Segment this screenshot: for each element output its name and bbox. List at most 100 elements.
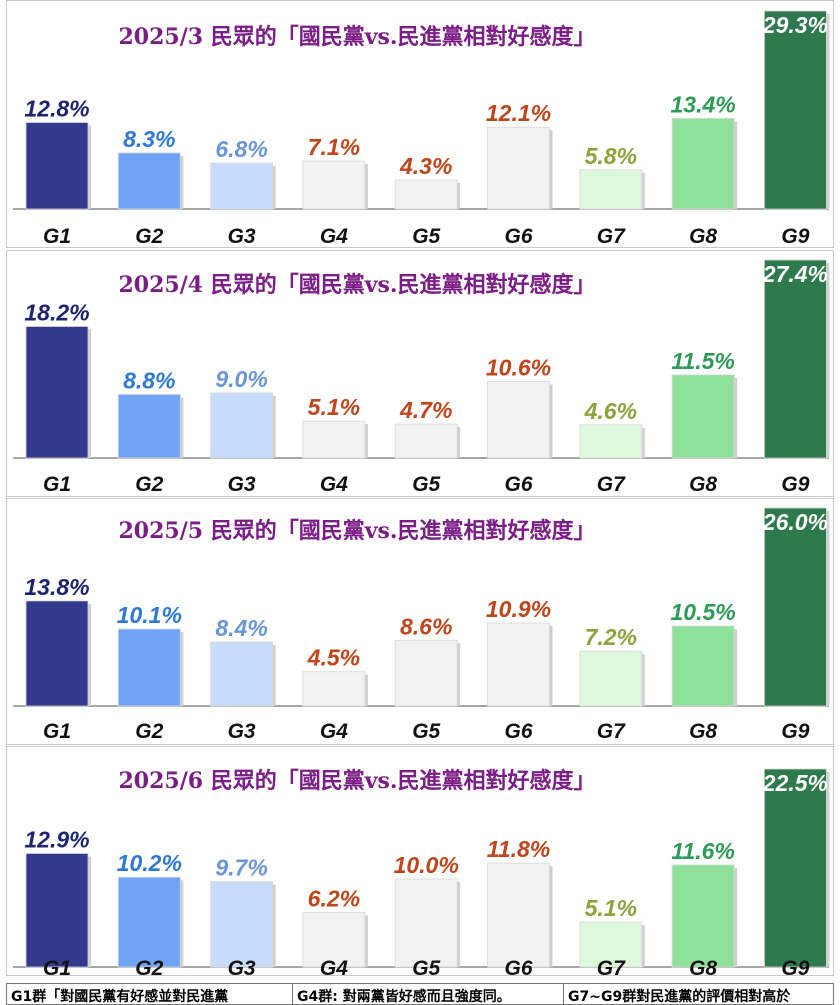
value-label: 7.2%	[585, 624, 637, 650]
bar-g3	[210, 162, 274, 210]
chart-title: 2025/3 民眾的「國民黨vs.民進黨相對好感度」	[118, 24, 596, 50]
value-label: 9.7%	[215, 855, 267, 881]
category-label: G1	[43, 473, 71, 496]
value-label: 4.5%	[307, 645, 360, 671]
value-label: 18.2%	[24, 299, 89, 325]
category-label: G8	[689, 720, 717, 743]
category-label: G5	[412, 957, 440, 980]
bar-g4	[302, 671, 366, 707]
value-label: 8.4%	[215, 615, 267, 641]
value-label: 13.4%	[670, 91, 735, 117]
bar-g7	[579, 921, 643, 968]
category-label: G3	[228, 957, 256, 980]
bar-g6	[487, 381, 550, 459]
category-label: G6	[504, 225, 532, 248]
value-label: 4.7%	[399, 397, 452, 423]
category-label: G7	[597, 225, 626, 248]
value-label: 5.1%	[585, 895, 637, 921]
value-label: 12.9%	[24, 826, 89, 852]
chart-panel: 2025/3 民眾的「國民黨vs.民進黨相對好感度」 12.8% G1 8.3% G2 6…	[6, 0, 834, 248]
chart-title: 2025/5 民眾的「國民黨vs.民進黨相對好感度」	[118, 518, 596, 544]
chart-title: 2025/6 民眾的「國民黨vs.民進黨相對好感度」	[118, 768, 596, 794]
bar-g3	[210, 641, 274, 707]
chart-panel: 2025/6 民眾的「國民黨vs.民進黨相對好感度」 12.9% G1 10.2% G2…	[6, 746, 834, 980]
chart-panel: 2025/4 民眾的「國民黨vs.民進黨相對好感度」 18.2% G1 8.8% G2 9…	[6, 250, 834, 497]
bar-g5	[394, 878, 458, 968]
category-label: G6	[504, 473, 532, 496]
category-label: G7	[597, 473, 626, 496]
category-label: G2	[135, 225, 163, 248]
value-label: 27.4%	[762, 261, 828, 287]
chart-plot: 13.8% G1 10.1% G2 8.4% G3 4.5% G4 8.6% G5 10.9% G6 7…	[13, 507, 830, 743]
bar-g4	[302, 912, 366, 968]
footer-note-3: G7~G9群對民進黨的評價相對高於	[568, 989, 791, 1004]
category-label: G3	[228, 473, 256, 496]
category-label: G7	[597, 720, 626, 743]
bar-g1	[25, 122, 89, 210]
category-label: G3	[228, 225, 256, 248]
bar-g4	[302, 420, 366, 459]
footer-notes: G1群「對國民黨有好感並對民進黨 G4群: 對兩黨皆好感而且強度同。 G7~G9…	[6, 983, 834, 1005]
bar-g5	[394, 179, 458, 210]
bar-g9	[764, 768, 827, 968]
category-label: G1	[43, 957, 71, 980]
bar-g2	[117, 394, 181, 459]
value-label: 4.6%	[584, 398, 637, 424]
bar-g4	[302, 160, 366, 210]
value-label: 11.6%	[671, 838, 735, 864]
bar-g8	[671, 374, 735, 459]
category-label: G5	[412, 225, 440, 248]
bar-g1	[25, 600, 89, 707]
category-label: G5	[412, 473, 440, 496]
bar-g8	[671, 118, 735, 210]
value-label: 13.8%	[24, 574, 89, 600]
category-label: G6	[504, 957, 532, 980]
value-label: 10.0%	[394, 852, 459, 878]
chart-plot: 12.9% G1 10.2% G2 9.7% G3 6.2% G4 10.0% G5 11.8% G6…	[13, 768, 830, 980]
category-label: G7	[597, 957, 626, 980]
chart-title: 2025/4 民眾的「國民黨vs.民進黨相對好感度」	[118, 272, 596, 298]
category-label: G9	[781, 957, 809, 980]
bar-g9	[764, 259, 827, 459]
category-label: G1	[43, 720, 71, 743]
category-label: G5	[412, 720, 440, 743]
chart-plot: 18.2% G1 8.8% G2 9.0% G3 5.1% G4 4.7% G5 10.6% G6 4.…	[13, 259, 830, 496]
category-label: G9	[781, 720, 809, 743]
value-label: 4.3%	[399, 153, 452, 179]
value-label: 26.0%	[762, 509, 828, 535]
bar-g7	[579, 424, 643, 459]
bar-g5	[394, 423, 458, 459]
bar-g8	[671, 625, 735, 707]
value-label: 5.1%	[308, 394, 360, 420]
bar-g9	[764, 10, 827, 210]
value-label: 8.3%	[123, 126, 175, 152]
bar-g6	[487, 862, 550, 968]
footer-note-2: G4群: 對兩黨皆好感而且強度同。	[293, 984, 564, 1004]
category-label: G9	[781, 225, 809, 248]
value-label: 29.3%	[762, 12, 828, 38]
bar-g1	[25, 326, 89, 459]
value-label: 12.1%	[486, 100, 551, 126]
value-label: 10.2%	[117, 850, 182, 876]
category-label: G2	[135, 473, 163, 496]
category-label: G2	[135, 957, 163, 980]
bar-g9	[764, 507, 827, 707]
value-label: 11.8%	[487, 836, 551, 862]
category-label: G3	[228, 720, 256, 743]
bar-g7	[579, 650, 643, 707]
value-label: 7.1%	[308, 134, 360, 160]
chart-plot: 12.8% G1 8.3% G2 6.8% G3 7.1% G4 4.3% G5 12.1% G6 5.…	[13, 10, 830, 248]
value-label: 10.6%	[486, 354, 551, 380]
category-label: G6	[504, 720, 532, 743]
value-label: 12.8%	[24, 96, 89, 122]
category-label: G8	[689, 225, 717, 248]
bar-g1	[25, 853, 89, 968]
value-label: 10.5%	[670, 599, 735, 625]
bar-g6	[487, 622, 550, 707]
bar-g2	[117, 628, 181, 707]
category-label: G8	[689, 957, 717, 980]
value-label: 10.1%	[117, 602, 182, 628]
value-label: 6.2%	[308, 885, 360, 911]
bar-g6	[487, 126, 550, 210]
footer-note-1: G1群「對國民黨有好感並對民進黨	[7, 984, 293, 1004]
